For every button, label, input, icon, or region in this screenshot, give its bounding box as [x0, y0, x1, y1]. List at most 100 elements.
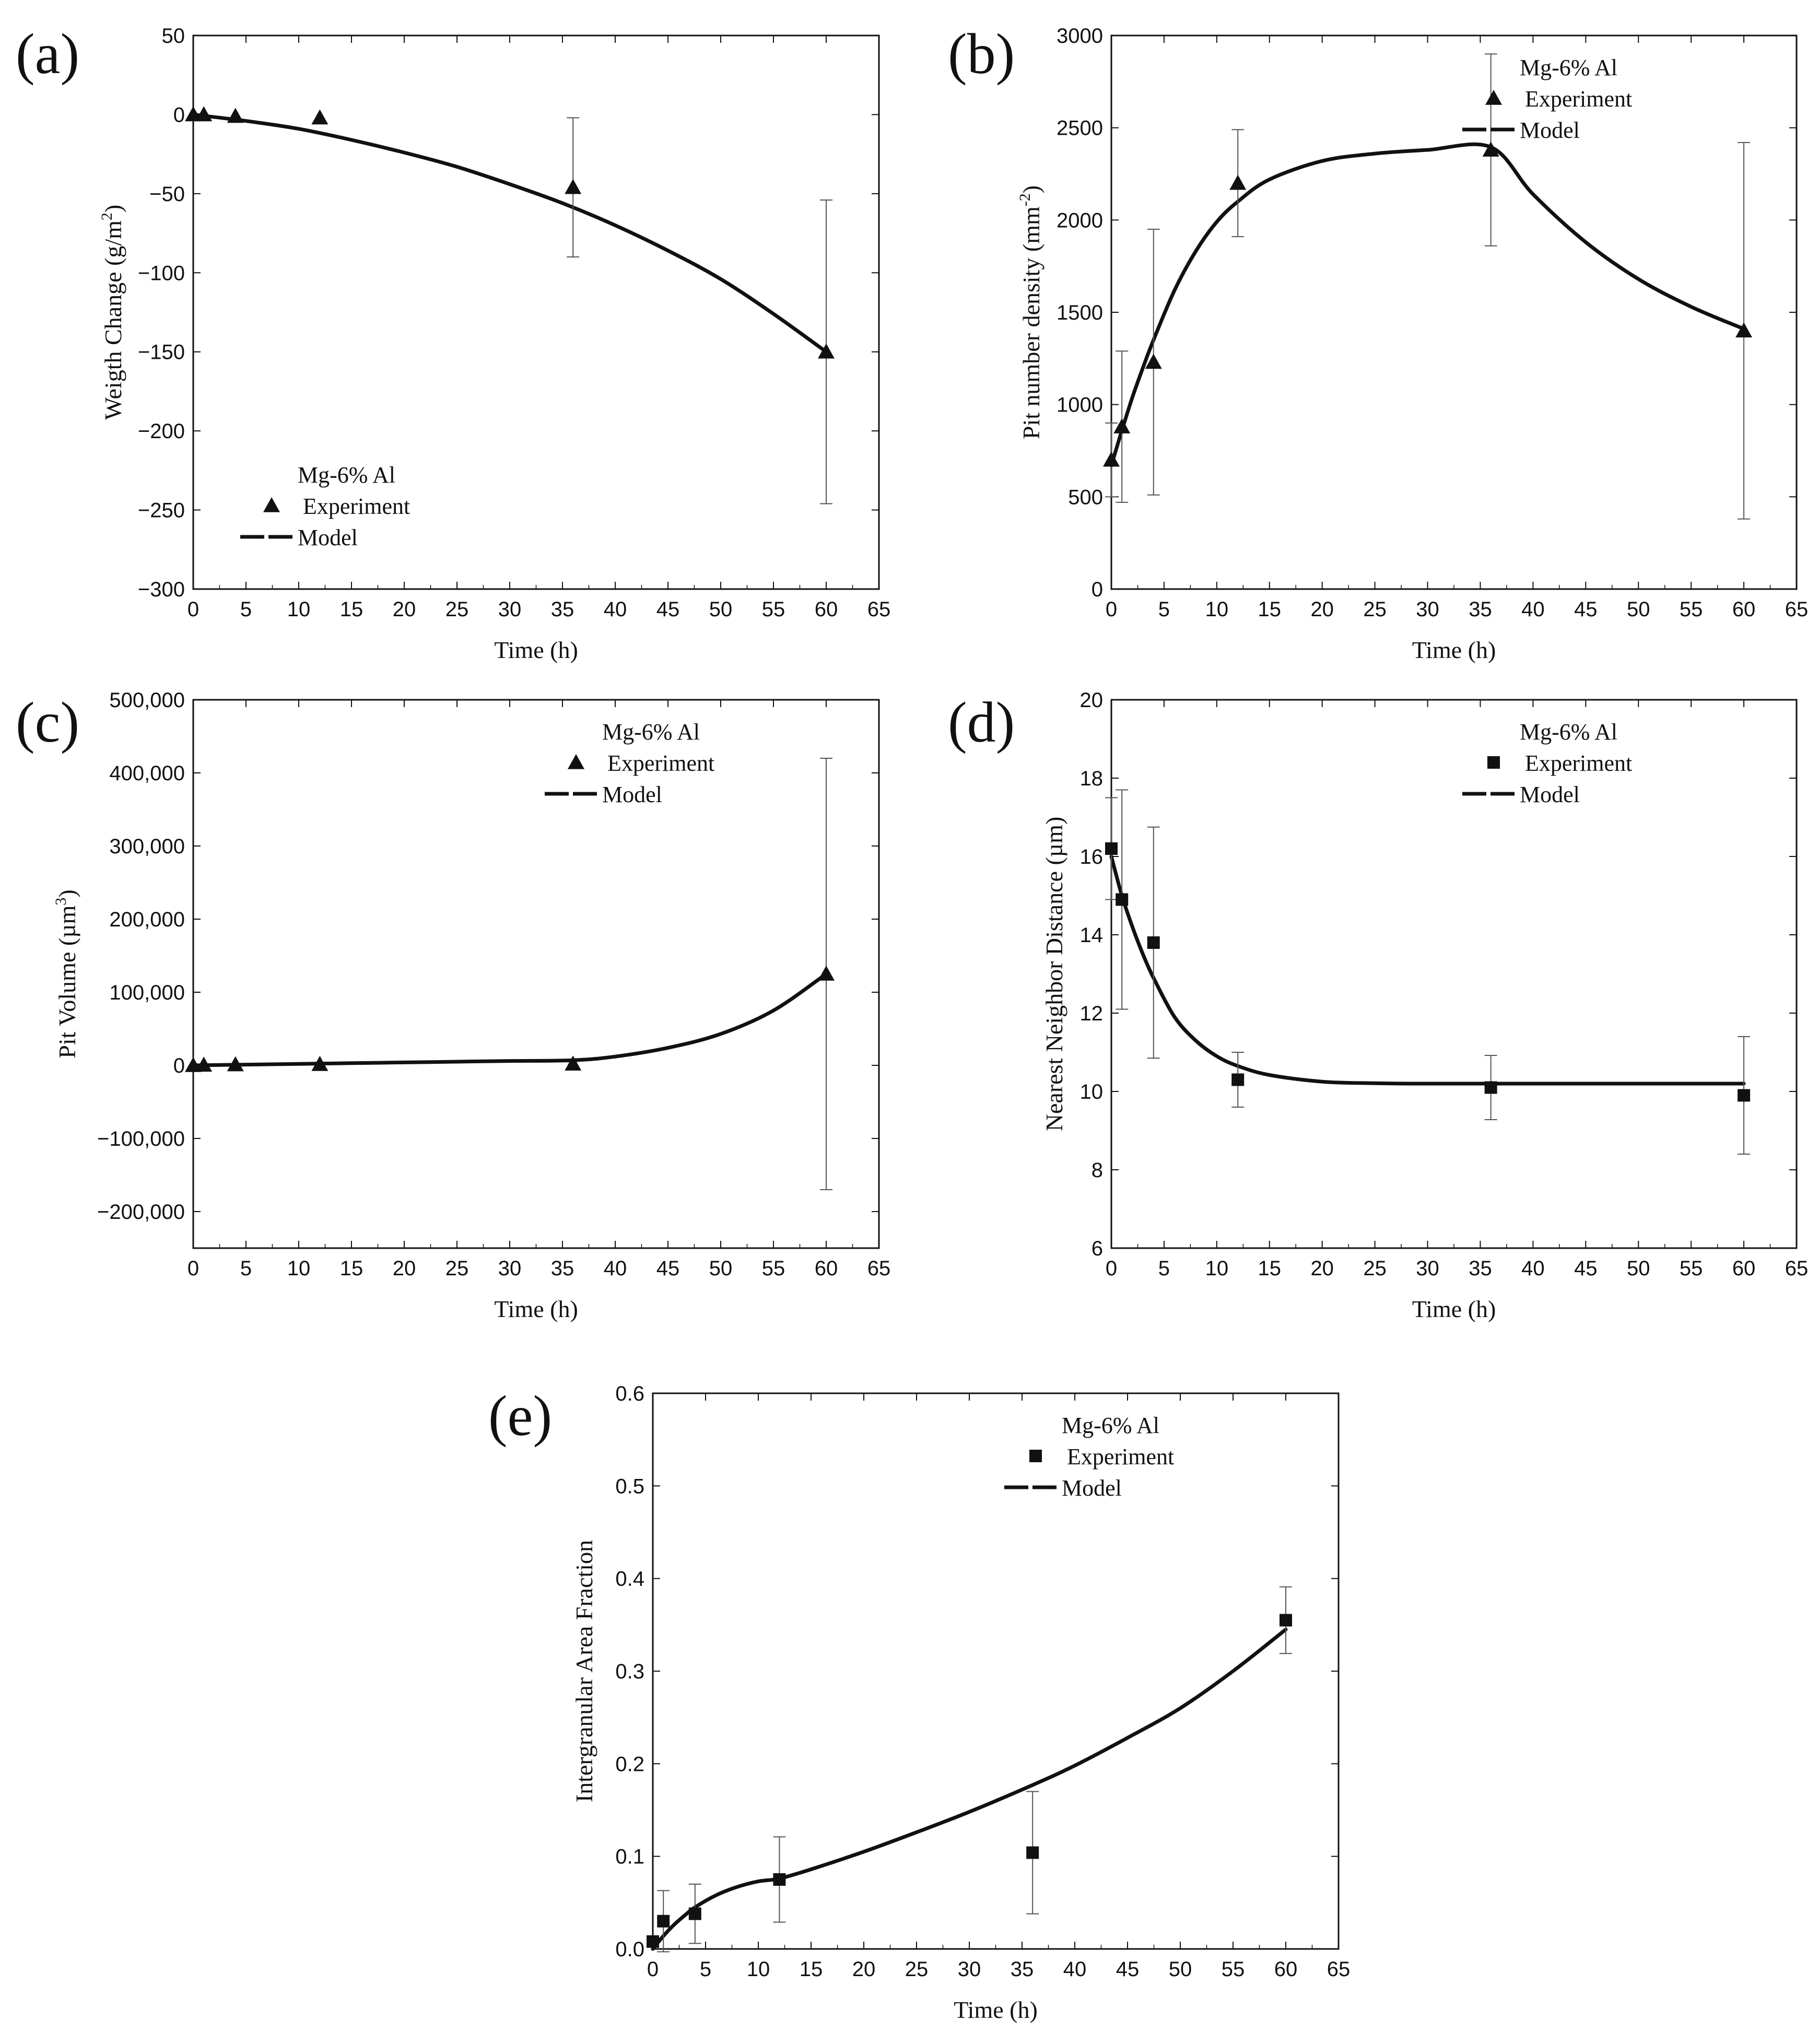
- y-axis-label: Nearest Neighbor Distance (µm): [1041, 817, 1067, 1132]
- y-tick-label: 300,000: [109, 835, 185, 858]
- legend-title: Mg-6% Al: [602, 719, 700, 745]
- legend-experiment-label: Experiment: [1067, 1444, 1174, 1470]
- x-tick-label: 55: [1222, 1958, 1245, 1981]
- plot-frame: [1110, 34, 1798, 590]
- legend-title: Mg-6% Al: [1062, 1413, 1159, 1438]
- y-tick-label: −150: [138, 341, 185, 364]
- y-axis-label-main: Weigth Change (g/m: [100, 220, 126, 420]
- y-axis-label-main: Pit number density (mm: [1018, 206, 1045, 439]
- x-tick-label: 20: [393, 1257, 416, 1280]
- legend-model-label: Model: [602, 782, 662, 807]
- model-line: [1109, 142, 1746, 467]
- legend-experiment-marker: [1029, 1450, 1042, 1462]
- plot-frame: [192, 34, 880, 590]
- y-tick-label: 12: [1080, 1002, 1104, 1025]
- x-tick-label: 40: [604, 598, 627, 621]
- y-tick-label: 8: [1092, 1159, 1103, 1182]
- experiment-point: [565, 1055, 582, 1071]
- panel-label: (e): [488, 1384, 552, 1448]
- experiment-point: [1105, 842, 1118, 855]
- y-tick-label: −250: [138, 499, 185, 522]
- model-line: [1109, 854, 1746, 1086]
- experiment-point: [1026, 1846, 1039, 1859]
- y-tick-label: 18: [1080, 767, 1104, 790]
- x-tick-label: 10: [747, 1958, 770, 1981]
- x-tick-label: 15: [800, 1958, 823, 1981]
- x-axis-label: Time (h): [1412, 637, 1496, 663]
- y-tick-label: 20: [1080, 689, 1104, 712]
- x-tick-label: 35: [551, 598, 574, 621]
- x-tick-label: 55: [762, 1257, 785, 1280]
- legend-experiment-marker: [263, 497, 280, 512]
- legend-experiment-label: Experiment: [1525, 750, 1632, 776]
- x-tick-label: 65: [867, 598, 891, 621]
- experiment-point: [1103, 451, 1120, 467]
- x-tick-label: 25: [1363, 1257, 1387, 1280]
- experiment-point: [1231, 1073, 1245, 1086]
- plot-frame: [1110, 699, 1798, 1249]
- y-tick-label: 0: [173, 103, 185, 126]
- y-axis-label-sup: 3: [52, 898, 69, 906]
- y-tick-label: −200,000: [97, 1201, 185, 1224]
- x-tick-label: 50: [709, 1257, 733, 1280]
- y-tick-label: 0.5: [615, 1475, 644, 1498]
- x-tick-label: 15: [1258, 1257, 1282, 1280]
- y-tick-label: 0.0: [615, 1938, 644, 1961]
- y-tick-label: 1000: [1057, 394, 1103, 417]
- experiment-point: [195, 1056, 213, 1072]
- x-tick-label: 5: [240, 1257, 252, 1280]
- experiment-point: [647, 1935, 659, 1948]
- y-tick-label: 16: [1080, 845, 1104, 868]
- legend-model-label: Model: [1520, 782, 1580, 807]
- experiment-point: [1484, 1081, 1497, 1094]
- y-axis-label: Pit number density (mm-2): [1016, 185, 1045, 439]
- x-tick-label: 60: [815, 1257, 838, 1280]
- panel-label: (a): [16, 22, 79, 86]
- y-axis-label-end: ): [1018, 185, 1045, 193]
- x-tick-label: 5: [700, 1958, 711, 1981]
- x-axis-label: Time (h): [1412, 1296, 1496, 1322]
- y-tick-label: −100,000: [97, 1127, 185, 1150]
- experiment-point: [773, 1873, 786, 1886]
- x-tick-label: 40: [1521, 598, 1545, 621]
- y-axis-label-end: ): [100, 205, 126, 213]
- legend-model-label: Model: [298, 525, 358, 550]
- x-tick-label: 40: [1521, 1257, 1545, 1280]
- x-tick-label: 55: [1680, 1257, 1703, 1280]
- y-tick-label: 3000: [1057, 25, 1103, 48]
- panel-label: (b): [948, 22, 1015, 86]
- y-tick-label: 500: [1068, 486, 1103, 509]
- x-tick-label: 5: [1158, 598, 1170, 621]
- experiment-point: [227, 1056, 244, 1072]
- x-tick-label: 20: [393, 598, 416, 621]
- x-tick-label: 50: [1169, 1958, 1192, 1981]
- y-tick-label: 10: [1080, 1080, 1104, 1103]
- legend-experiment-label: Experiment: [607, 750, 714, 776]
- legend: Mg-6% Al Experiment Model: [545, 719, 714, 807]
- chart-panel-4: (e) 0 5 10 15 20 25 30 35 40 45 50 55 60 65 0.0 0.1 0.2 0.…: [488, 1382, 1350, 2023]
- y-axis-label-end: ): [54, 889, 80, 897]
- model-line: [651, 1627, 1288, 1951]
- x-tick-label: 0: [187, 1257, 199, 1280]
- experiment-point: [1113, 418, 1131, 433]
- experiment-point: [657, 1914, 670, 1928]
- x-tick-label: 30: [498, 598, 522, 621]
- x-tick-label: 25: [445, 1257, 469, 1280]
- y-tick-label: 14: [1080, 924, 1104, 947]
- chart-panel-1: (b) 0 5 10 15 20 25 30 35 40 45 50 55 60 65 0 500 1000 150…: [948, 22, 1808, 663]
- x-tick-label: 50: [1627, 1257, 1650, 1280]
- x-tick-label: 45: [1574, 598, 1598, 621]
- y-axis-label: Weigth Change (g/m2): [98, 205, 126, 420]
- experiment-point: [227, 108, 244, 123]
- y-tick-label: −50: [149, 183, 185, 206]
- x-tick-label: 60: [1274, 1958, 1298, 1981]
- x-tick-label: 40: [1063, 1958, 1087, 1981]
- y-tick-label: 400,000: [109, 762, 185, 785]
- x-tick-label: 10: [287, 598, 311, 621]
- y-tick-label: −200: [138, 420, 185, 443]
- y-tick-label: −100: [138, 262, 185, 285]
- experiment-point: [1735, 322, 1753, 338]
- experiment-point: [195, 106, 213, 122]
- chart-panel-2: (c)0 5 10 15 20 25 30 35 40 45 50 55 60 65−200,000−10…: [16, 689, 890, 1322]
